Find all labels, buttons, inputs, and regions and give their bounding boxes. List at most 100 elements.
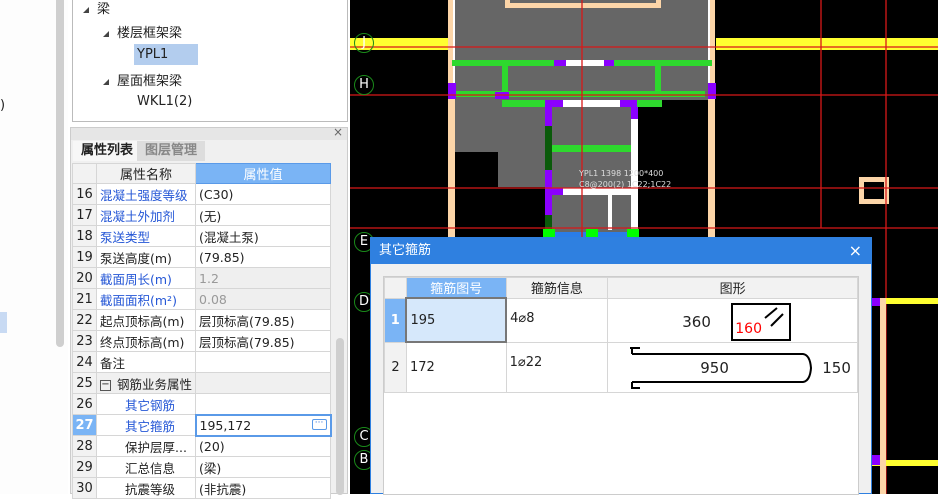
property-value[interactable]: 0.08 xyxy=(195,288,332,310)
property-row[interactable]: 26 其它钢筋 xyxy=(72,393,332,415)
row-number: 29 xyxy=(72,456,97,478)
axis-label-h: H xyxy=(354,75,374,95)
tree-node-ypl1[interactable]: YPL1 xyxy=(134,44,198,65)
property-row[interactable]: 19 泵送高度(m) (79.85) xyxy=(72,246,332,268)
property-value[interactable] xyxy=(195,351,332,373)
property-value[interactable] xyxy=(195,372,332,394)
property-name[interactable]: 备注 xyxy=(95,351,197,373)
property-scrollbar[interactable] xyxy=(336,338,344,495)
property-value[interactable]: 层顶标高(79.85) xyxy=(195,309,332,331)
property-row[interactable]: 28 保护层厚... (20) xyxy=(72,435,332,457)
tree-node-roof-frame-beam[interactable]: 屋面框架梁 xyxy=(103,70,182,89)
property-table: 属性名称 属性值 16 混凝土强度等级 (C30) 17 混凝土外加剂 (无) 18 泵送类型… xyxy=(72,163,332,499)
row-number: 19 xyxy=(72,246,97,268)
property-name[interactable]: 保护层厚... xyxy=(95,435,197,457)
row-number: 28 xyxy=(72,435,97,457)
other-stirrups-dialog: 其它箍筋 × 箍筋图号 箍筋信息 图形 1 195 4⌀8 360 xyxy=(370,237,872,495)
left-panel: ) xyxy=(0,0,68,494)
column-header-shape[interactable]: 图形 xyxy=(607,277,858,299)
property-value[interactable]: (混凝土泵) xyxy=(195,225,332,247)
property-value[interactable]: (梁) xyxy=(195,456,332,478)
property-value[interactable] xyxy=(195,393,332,415)
tab-property-list[interactable]: 属性列表 xyxy=(73,141,142,161)
property-name[interactable]: 终点顶标高(m) xyxy=(95,330,197,352)
close-icon[interactable]: × xyxy=(848,241,862,260)
selected-item-fragment[interactable] xyxy=(0,312,7,333)
property-name[interactable]: 截面面积(m²) xyxy=(95,288,197,310)
axis-label-j: J xyxy=(354,33,374,53)
other-stirrups-input[interactable]: 195,172 ··· xyxy=(194,413,332,437)
property-name[interactable]: 泵送高度(m) xyxy=(95,246,197,268)
row-number: 21 xyxy=(72,288,97,310)
property-row[interactable]: 22 起点顶标高(m) 层顶标高(79.85) xyxy=(72,309,332,331)
code-cell[interactable]: 172 xyxy=(405,341,507,393)
scrollbar[interactable] xyxy=(56,0,64,347)
code-cell[interactable]: 195 xyxy=(405,297,508,343)
property-value[interactable]: (79.85) xyxy=(195,246,332,268)
tree-node-wkl1[interactable]: WKL1(2) xyxy=(137,94,193,109)
column-header-code[interactable]: 箍筋图号 xyxy=(405,277,507,299)
property-row[interactable]: 23 终点顶标高(m) 层顶标高(79.85) xyxy=(72,330,332,352)
property-name[interactable]: 汇总信息 xyxy=(95,456,197,478)
property-row[interactable]: 29 汇总信息 (梁) xyxy=(72,456,332,478)
dimension-label: 150 xyxy=(822,358,851,377)
property-row[interactable]: 18 泵送类型 (混凝土泵) xyxy=(72,225,332,247)
row-number: 23 xyxy=(72,330,97,352)
u-bar-shape xyxy=(630,346,813,389)
property-name[interactable]: 混凝土强度等级 xyxy=(95,183,197,205)
property-row[interactable]: 27 其它箍筋 195,172 ··· xyxy=(72,413,332,437)
property-value[interactable]: (无) xyxy=(195,204,332,226)
shape-cell[interactable]: 950 150 xyxy=(607,341,858,393)
property-name[interactable]: 截面周长(m) xyxy=(95,267,197,289)
expand-icon[interactable] xyxy=(83,6,89,13)
row-number: 27 xyxy=(72,414,97,436)
row-number: 17 xyxy=(72,204,97,226)
tree-node-floor-frame-beam[interactable]: 楼层框架梁 xyxy=(103,22,182,41)
row-number: 16 xyxy=(72,183,97,205)
more-button[interactable]: ··· xyxy=(311,418,327,430)
property-row[interactable]: 20 截面周长(m) 1.2 xyxy=(72,267,332,289)
property-row[interactable]: 16 混凝土强度等级 (C30) xyxy=(72,183,332,205)
column-header-value[interactable]: 属性值 xyxy=(195,163,332,184)
property-row[interactable]: 17 混凝土外加剂 (无) xyxy=(72,204,332,226)
table-row[interactable]: 1 195 4⌀8 360 160 xyxy=(384,297,858,343)
column-header-info[interactable]: 箍筋信息 xyxy=(505,277,609,299)
expand-icon[interactable] xyxy=(103,30,109,37)
expand-icon[interactable] xyxy=(103,78,109,85)
property-value[interactable]: (C30) xyxy=(195,183,332,205)
stirrup-shape: 160 xyxy=(731,302,792,341)
property-value[interactable]: 1.2 xyxy=(195,267,332,289)
property-row[interactable]: 24 备注 xyxy=(72,351,332,373)
property-name[interactable]: 其它钢筋 xyxy=(95,393,197,415)
property-name[interactable]: 其它箍筋 xyxy=(95,414,197,436)
property-row[interactable]: 30 抗震等级 (非抗震) xyxy=(72,477,332,499)
row-number: 26 xyxy=(72,393,97,415)
dimension-label: 360 xyxy=(682,312,711,331)
collapse-icon[interactable]: − xyxy=(100,378,111,391)
table-row[interactable]: 2 172 1⌀22 950 150 xyxy=(384,341,858,393)
column-header-name[interactable]: 属性名称 xyxy=(95,163,197,184)
property-value[interactable]: (20) xyxy=(195,435,332,457)
row-number: 20 xyxy=(72,267,97,289)
dimension-label: 160 xyxy=(735,320,762,337)
property-name[interactable]: 抗震等级 xyxy=(95,477,197,499)
dimension-label: 950 xyxy=(700,358,729,377)
tree-node-beam[interactable]: 梁 xyxy=(83,0,110,17)
property-row[interactable]: 25− 钢筋业务属性 xyxy=(72,372,332,394)
drawing xyxy=(350,0,938,494)
property-name[interactable]: 混凝土外加剂 xyxy=(95,204,197,226)
property-value[interactable]: 层顶标高(79.85) xyxy=(195,330,332,352)
property-panel: × 属性列表 图层管理 属性名称 属性值 16 混凝土强度等级 (C30) 17 混凝土… xyxy=(70,125,348,499)
info-cell[interactable]: 4⌀8 xyxy=(505,297,609,343)
row-number: 25 xyxy=(72,372,97,394)
info-cell[interactable]: 1⌀22 xyxy=(505,341,609,393)
tab-layer-management[interactable]: 图层管理 xyxy=(137,141,206,161)
row-number: 18 xyxy=(72,225,97,247)
shape-cell[interactable]: 360 160 xyxy=(607,297,858,343)
property-row[interactable]: 21 截面面积(m²) 0.08 xyxy=(72,288,332,310)
close-icon[interactable]: × xyxy=(332,125,343,139)
property-name[interactable]: 泵送类型 xyxy=(95,225,197,247)
property-value[interactable]: (非抗震) xyxy=(195,477,332,499)
property-name[interactable]: 起点顶标高(m) xyxy=(95,309,197,331)
property-name[interactable]: − 钢筋业务属性 xyxy=(95,372,197,394)
